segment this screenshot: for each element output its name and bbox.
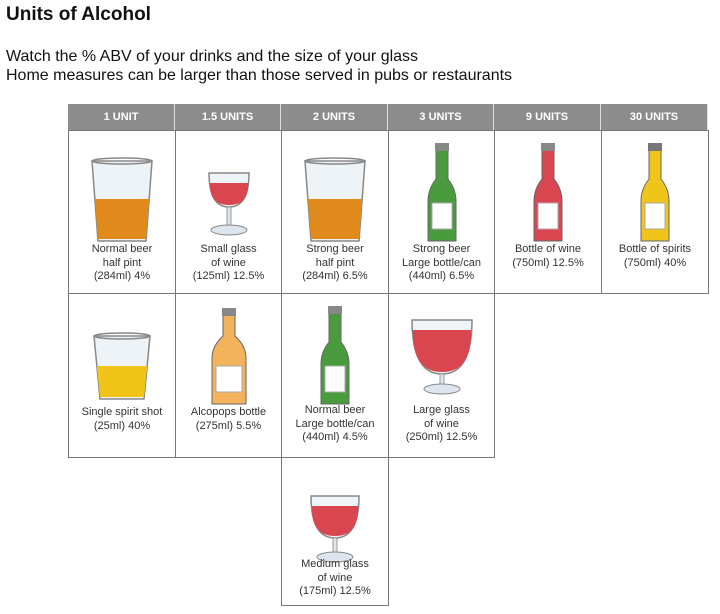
drink-label-line: (440ml) 4.5%	[302, 431, 368, 443]
beer-bottle-icon	[427, 143, 457, 242]
drink-label-line: Normal beer	[304, 404, 366, 416]
drink-label: Strong beer half pint (284ml) 6.5%	[282, 243, 388, 284]
drink-label-line: Single spirit shot	[81, 406, 163, 418]
drink-label-line: (440ml) 6.5%	[408, 270, 475, 282]
column-header: 3 UNITS	[388, 104, 494, 130]
drink-label-line: Alcopops bottle	[190, 406, 267, 418]
wine-bottle-icon	[533, 143, 563, 242]
drink-label-line: Large bottle/can	[295, 417, 375, 430]
pint-glass-icon	[304, 157, 366, 242]
drink-cell: Normal beer Large bottle/can (440ml) 4.5%	[281, 293, 389, 458]
drink-label-line: (175ml) 12.5%	[299, 585, 371, 597]
drink-label-line: Strong beer	[306, 243, 364, 255]
drink-label-line: (275ml) 5.5%	[195, 419, 262, 432]
drink-label: Strong beer Large bottle/can (440ml) 6.5%	[389, 243, 494, 284]
drink-label-line: half pint	[102, 256, 142, 269]
column-header: 2 UNITS	[281, 104, 388, 130]
drink-label-line: (750ml) 12.5%	[512, 256, 584, 269]
drink-label: Single spirit shot (25ml) 40%	[69, 406, 175, 433]
drink-label-line: Small glass	[200, 243, 257, 255]
column-header: 1 UNIT	[68, 104, 175, 130]
alcopop-bottle-icon	[211, 308, 247, 405]
wine-glass-large-icon	[411, 319, 473, 395]
drink-label-line: (125ml) 12.5%	[192, 270, 265, 282]
drink-label: Normal beer Large bottle/can (440ml) 4.5%	[282, 404, 388, 445]
wine-glass-medium-icon	[310, 495, 360, 563]
drink-cell: Strong beer half pint (284ml) 6.5%	[281, 130, 389, 294]
drink-cell: Strong beer Large bottle/can (440ml) 6.5%	[388, 130, 495, 294]
drink-cell: Large glass of wine (250ml) 12.5%	[388, 293, 495, 458]
drink-cell: Small glass of wine (125ml) 12.5%	[175, 130, 282, 294]
drink-label-line: of wine	[317, 571, 353, 584]
drink-label-line: of wine	[424, 417, 459, 430]
page-title: Units of Alcohol	[6, 4, 151, 25]
drink-label-line: Bottle of spirits	[618, 243, 692, 255]
drink-cell: Medium glass of wine (175ml) 12.5%	[281, 457, 389, 606]
drink-label-line: (250ml) 12.5%	[405, 431, 478, 443]
subtitle-line-1: Watch the % ABV of your drinks and the s…	[6, 48, 419, 65]
drink-label: Large glass of wine (250ml) 12.5%	[389, 404, 494, 445]
drink-label-line: Bottle of wine	[514, 243, 582, 255]
drink-label-line: Large glass	[413, 404, 470, 416]
drink-label: Alcopops bottle (275ml) 5.5%	[176, 406, 281, 433]
shot-glass-icon	[93, 332, 151, 400]
drink-label-line: Large bottle/can	[402, 256, 481, 269]
column-header: 1.5 UNITS	[175, 104, 281, 130]
pint-glass-icon	[91, 157, 153, 242]
wine-glass-small-icon	[208, 172, 250, 236]
drink-cell: Normal beer half pint (284ml) 4%	[68, 130, 176, 294]
drink-label-line: (284ml) 4%	[93, 270, 151, 282]
drink-label-line: (25ml) 40%	[93, 419, 151, 432]
drink-label-line: (750ml) 40%	[623, 256, 687, 269]
drink-label-line: Medium glass	[301, 558, 369, 570]
drink-label-line: (284ml) 6.5%	[302, 270, 368, 282]
drink-label-line: of wine	[211, 256, 246, 269]
drink-cell: Bottle of wine (750ml) 12.5%	[494, 130, 602, 294]
spirits-bottle-icon	[640, 143, 670, 242]
drink-label-line: Strong beer	[412, 243, 471, 255]
drink-cell: Alcopops bottle (275ml) 5.5%	[175, 293, 282, 458]
drink-label-line: half pint	[315, 256, 355, 269]
drink-cell: Bottle of spirits (750ml) 40%	[601, 130, 709, 294]
drink-label-line: Normal beer	[91, 243, 153, 255]
column-header: 30 UNITS	[601, 104, 708, 130]
drink-label: Bottle of wine (750ml) 12.5%	[495, 243, 601, 270]
drink-cell: Single spirit shot (25ml) 40%	[68, 293, 176, 458]
column-header: 9 UNITS	[494, 104, 601, 130]
beer-bottle-icon	[320, 306, 350, 405]
subtitle-line-2: Home measures can be larger than those s…	[6, 67, 513, 84]
drink-label: Small glass of wine (125ml) 12.5%	[176, 243, 281, 284]
drink-label: Medium glass of wine (175ml) 12.5%	[282, 558, 388, 599]
drink-label: Bottle of spirits (750ml) 40%	[602, 243, 708, 270]
drink-label: Normal beer half pint (284ml) 4%	[69, 243, 175, 284]
